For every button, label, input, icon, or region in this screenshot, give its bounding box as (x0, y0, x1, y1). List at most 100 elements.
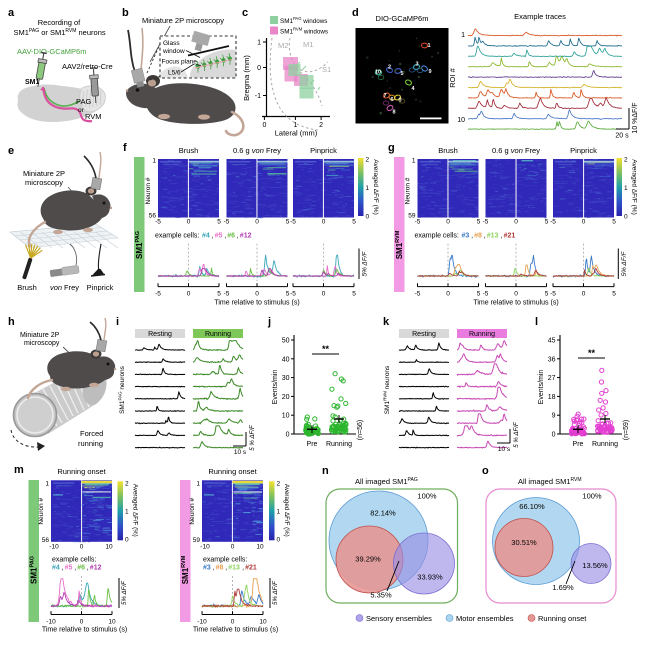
svg-text:1: 1 (461, 32, 465, 39)
svg-text:-5: -5 (155, 219, 161, 226)
svg-text:von: von (50, 283, 62, 292)
svg-text:0: 0 (262, 122, 266, 129)
svg-text:SM1PAG windows: SM1PAG windows (280, 16, 327, 25)
svg-text:Neuron #: Neuron # (189, 498, 196, 525)
svg-text:5: 5 (352, 291, 356, 298)
svg-text:5: 5 (477, 291, 481, 298)
svg-text:SM1RVM windows: SM1RVM windows (280, 27, 328, 36)
svg-text:1: 1 (125, 508, 129, 515)
svg-text:,: , (471, 233, 473, 240)
svg-text:1: 1 (152, 158, 156, 165)
svg-text:9: 9 (429, 69, 432, 75)
svg-text:1: 1 (428, 43, 431, 49)
svg-text:M2: M2 (278, 41, 288, 50)
svg-text:f: f (123, 142, 127, 154)
svg-text:window: window (162, 48, 185, 55)
svg-text:,: , (501, 233, 503, 240)
svg-text:Running onset: Running onset (208, 467, 257, 476)
svg-text:#12: #12 (240, 233, 252, 240)
svg-text:5% ΔF/F: 5% ΔF/F (272, 580, 279, 605)
svg-text:-10: -10 (46, 619, 56, 626)
svg-text:5: 5 (286, 291, 290, 298)
svg-text:10: 10 (256, 543, 264, 550)
svg-text:0: 0 (80, 543, 84, 550)
svg-text:microscopy: microscopy (25, 178, 63, 187)
svg-text:1: 1 (412, 158, 416, 165)
svg-text:5: 5 (545, 291, 549, 298)
svg-text:,: , (212, 233, 214, 240)
svg-text:0: 0 (514, 291, 518, 298)
svg-text:example cells:: example cells: (52, 557, 96, 564)
svg-text:0: 0 (446, 291, 450, 298)
svg-text:5: 5 (352, 219, 356, 226)
svg-text:Time relative to stimulus (s): Time relative to stimulus (s) (42, 627, 127, 634)
svg-text:,: , (225, 565, 227, 572)
svg-text:#12: #12 (90, 565, 102, 572)
svg-text:-5: -5 (224, 219, 230, 226)
svg-text:Neuron #: Neuron # (405, 177, 412, 204)
svg-text:Averaged ΔF/F (%): Averaged ΔF/F (%) (631, 159, 638, 215)
svg-text:10 s: 10 s (498, 446, 511, 453)
svg-text:100%: 100% (417, 492, 437, 501)
svg-text:Pre: Pre (307, 441, 318, 448)
svg-text:#21: #21 (245, 565, 257, 572)
svg-text:0: 0 (446, 219, 450, 226)
svg-text:-10: -10 (49, 543, 59, 550)
svg-text:Example traces: Example traces (514, 12, 566, 21)
svg-text:Neuron #: Neuron # (38, 498, 45, 525)
svg-text:**: ** (322, 344, 330, 354)
svg-text:5% ΔF/F: 5% ΔF/F (362, 250, 369, 276)
svg-text:1: 1 (257, 40, 261, 47)
svg-text:Running onset: Running onset (538, 614, 587, 623)
svg-text:8: 8 (393, 110, 396, 116)
svg-text:#8: #8 (474, 233, 482, 240)
svg-text:m: m (14, 464, 24, 476)
svg-text:,: , (74, 565, 76, 572)
svg-text:0: 0 (322, 219, 326, 226)
svg-text:3: 3 (416, 62, 419, 68)
svg-text:1: 1 (277, 508, 281, 515)
svg-text:Running: Running (205, 331, 231, 338)
svg-text:1.69%: 1.69% (552, 583, 574, 592)
svg-text:,: , (224, 233, 226, 240)
svg-text:10: 10 (457, 117, 465, 124)
svg-text:Brush: Brush (17, 283, 37, 292)
svg-text:c: c (242, 7, 248, 19)
svg-text:5 % ΔF/F: 5 % ΔF/F (513, 421, 520, 448)
svg-text:Time relative to stimulus (s): Time relative to stimulus (s) (193, 627, 278, 634)
svg-text:2: 2 (277, 480, 281, 487)
svg-text:7: 7 (384, 93, 387, 99)
svg-text:2: 2 (125, 480, 129, 487)
svg-text:-5: -5 (483, 291, 489, 298)
svg-text:-5: -5 (224, 291, 230, 298)
svg-text:5: 5 (545, 219, 549, 226)
svg-text:10: 10 (375, 70, 381, 76)
svg-text:5: 5 (612, 291, 616, 298)
svg-text:5% ΔF/F: 5% ΔF/F (121, 580, 128, 605)
svg-text:Running onset: Running onset (57, 467, 106, 476)
svg-text:Running: Running (469, 331, 495, 338)
svg-text:(n=56): (n=56) (357, 420, 364, 440)
svg-text:20 s: 20 s (615, 133, 629, 140)
svg-text:5: 5 (612, 219, 616, 226)
svg-text:,: , (484, 233, 486, 240)
svg-text:0: 0 (187, 291, 191, 298)
svg-text:Averaged ΔF/F (%): Averaged ΔF/F (%) (283, 484, 290, 537)
svg-text:Time relative to stimulus (s): Time relative to stimulus (s) (214, 300, 299, 307)
svg-text:100%: 100% (582, 492, 602, 501)
svg-text:-5: -5 (290, 291, 296, 298)
svg-text:0: 0 (286, 432, 290, 439)
svg-text:0: 0 (582, 219, 586, 226)
svg-text:56: 56 (149, 213, 157, 220)
svg-text:-5: -5 (290, 219, 296, 226)
svg-text:SM1RVM neurons: SM1RVM neurons (383, 365, 392, 414)
svg-text:0: 0 (255, 219, 259, 226)
svg-text:L5/6: L5/6 (168, 70, 181, 77)
svg-text:h: h (8, 316, 15, 328)
svg-text:j: j (267, 316, 271, 328)
svg-text:10: 10 (259, 619, 267, 626)
svg-text:Resting: Resting (412, 331, 436, 338)
svg-text:Pinprick: Pinprick (87, 283, 114, 292)
svg-text:Glass: Glass (163, 40, 180, 47)
svg-text:18: 18 (548, 394, 556, 401)
